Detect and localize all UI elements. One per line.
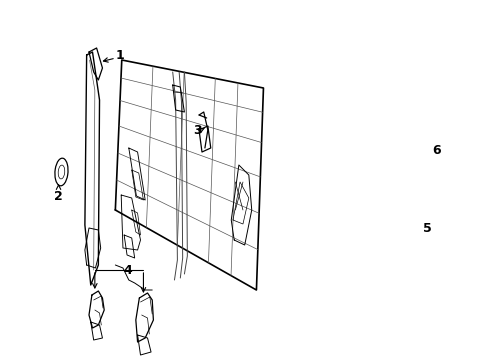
Text: 3: 3: [193, 123, 202, 136]
Text: 5: 5: [422, 221, 431, 234]
Text: 6: 6: [431, 144, 440, 157]
Text: 4: 4: [123, 264, 132, 276]
Text: 2: 2: [54, 189, 63, 202]
Text: 1: 1: [115, 49, 124, 62]
